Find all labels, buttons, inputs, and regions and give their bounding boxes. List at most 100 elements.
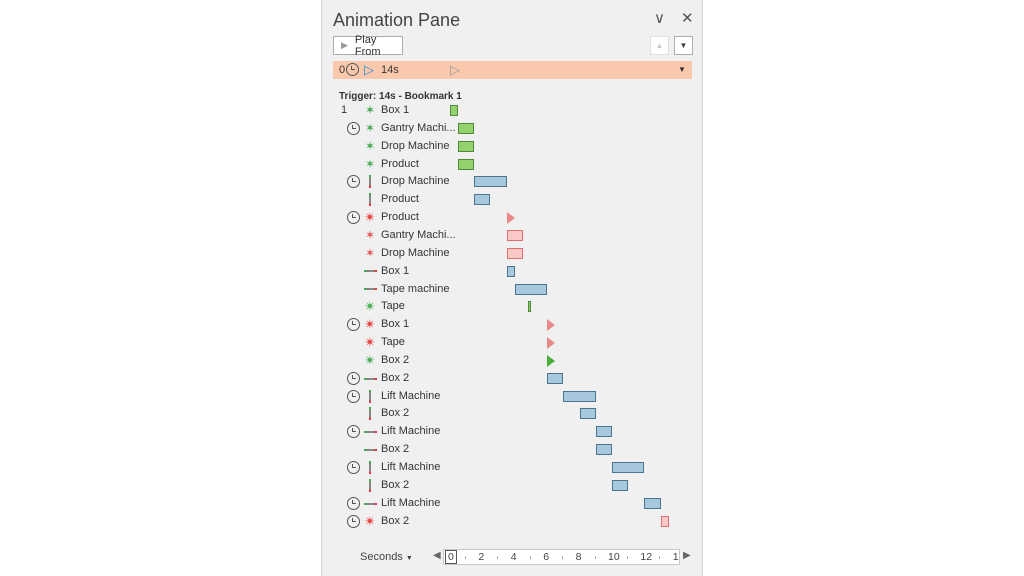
timing-bar[interactable]: [595, 444, 612, 456]
item-label: Box 1: [381, 104, 410, 116]
close-icon[interactable]: ✕: [681, 10, 694, 27]
move-up-button[interactable]: ▲: [650, 36, 669, 55]
units-label: Seconds: [360, 551, 403, 563]
animation-item[interactable]: Box 1: [322, 263, 704, 280]
animation-item[interactable]: Box 2: [322, 370, 704, 387]
timing-marker[interactable]: [547, 319, 556, 332]
timing-bar[interactable]: [595, 426, 612, 438]
timing-bar[interactable]: [547, 372, 564, 384]
timing-bar[interactable]: [474, 194, 491, 206]
item-label: Lift Machine: [381, 496, 441, 509]
entrance-star-icon: ✶: [364, 138, 376, 153]
animation-item[interactable]: Lift Machine: [322, 459, 704, 476]
animation-item[interactable]: ✶ Drop Machine: [322, 138, 704, 155]
ruler-tick-label: 1: [672, 551, 679, 563]
timing-bar[interactable]: [506, 265, 515, 277]
timing-bar[interactable]: [474, 176, 507, 188]
timing-bar[interactable]: [458, 122, 475, 134]
timing-bar[interactable]: [612, 479, 629, 491]
motion-path-horizontal-icon: [363, 370, 377, 387]
trigger-heading: Trigger: 14s - Bookmark 1: [339, 91, 462, 102]
timing-bar[interactable]: [527, 301, 531, 313]
animation-item[interactable]: ✶ Product: [322, 156, 704, 173]
timing-bar[interactable]: [458, 158, 475, 170]
ruler-tick-label: 0: [445, 550, 457, 564]
ruler-minor-tick: [465, 556, 466, 559]
seconds-dropdown[interactable]: Seconds ▼: [360, 551, 413, 563]
item-label: Box 2: [381, 353, 410, 366]
clock-icon: [347, 389, 360, 403]
ruler-tick-label: 12: [640, 551, 653, 563]
animation-item[interactable]: ✶ Gantry Machi...: [322, 120, 704, 137]
clock-icon: [346, 63, 359, 76]
motion-path-vertical-icon: [363, 388, 377, 405]
timing-bar[interactable]: [450, 105, 459, 116]
item-label: Tape: [381, 336, 405, 349]
item-label: Product: [381, 157, 419, 170]
motion-path-vertical-icon: [363, 477, 377, 494]
motion-path-vertical-icon: [363, 459, 377, 476]
scroll-right-icon[interactable]: ▶: [683, 550, 691, 561]
animation-item[interactable]: ✴ Box 2: [322, 352, 704, 369]
timing-bar[interactable]: [579, 408, 596, 420]
timing-bar[interactable]: [563, 390, 596, 402]
animation-item[interactable]: ✴ Tape: [322, 298, 704, 315]
animation-item[interactable]: Box 2: [322, 441, 704, 458]
play-icon: ▶: [341, 40, 348, 50]
clock-icon: [347, 318, 360, 332]
timing-marker[interactable]: [547, 337, 556, 350]
timing-bar[interactable]: [660, 515, 669, 527]
ruler-tick-label: 6: [543, 551, 550, 563]
animation-item[interactable]: Lift Machine: [322, 388, 704, 405]
timeline-footer: Seconds ▼ ◀ 0 2 4 6 8 10 12 1 ▶: [322, 548, 704, 566]
clock-icon: [347, 514, 360, 528]
selected-animation-row[interactable]: 0 ▷ 14s ▷ ▼: [333, 61, 692, 79]
timing-bar[interactable]: [514, 283, 548, 295]
ruler-minor-tick: [594, 556, 596, 559]
motion-path-horizontal-icon: [363, 423, 377, 440]
motion-path-vertical-icon: [363, 191, 377, 208]
timing-bar[interactable]: [506, 247, 523, 259]
chevron-down-icon[interactable]: ∨: [654, 10, 665, 27]
timing-bar[interactable]: [506, 229, 523, 241]
animation-item[interactable]: ✶ Gantry Machi...: [322, 227, 704, 244]
dropdown-icon[interactable]: ▼: [678, 65, 686, 74]
timing-bar[interactable]: [644, 497, 661, 509]
ruler-minor-tick: [627, 556, 628, 559]
ruler-minor-tick: [497, 556, 499, 559]
animation-item[interactable]: Lift Machine: [322, 423, 704, 440]
animation-item[interactable]: Box 2: [322, 405, 704, 422]
item-label: Tape machine: [381, 282, 450, 295]
ruler-minor-tick: [529, 556, 531, 559]
animation-item[interactable]: Product: [322, 191, 704, 208]
animation-item[interactable]: Lift Machine: [322, 495, 704, 512]
timing-bar[interactable]: [458, 140, 475, 152]
emphasis-burst-icon: ✴: [364, 209, 376, 226]
item-label: Box 2: [381, 371, 410, 384]
item-label: Box 2: [381, 443, 410, 456]
animation-pane: Animation Pane ∨ ✕ ▶ Play From ▲ ▼ 0 ▷ 14…: [321, 0, 703, 576]
timing-bar[interactable]: [612, 462, 645, 473]
move-down-button[interactable]: ▼: [674, 36, 693, 55]
item-label: Drop Machine: [381, 246, 450, 259]
motion-path-vertical-icon: [363, 173, 377, 190]
animation-item[interactable]: ✴ Product: [322, 209, 704, 226]
item-label: Product: [381, 211, 419, 224]
emphasis-burst-icon: ✴: [364, 298, 376, 315]
timeline-ruler[interactable]: 0 2 4 6 8 10 12 1: [443, 549, 680, 565]
animation-item[interactable]: ✴ Box 1: [322, 316, 704, 333]
animation-item[interactable]: ✴ Tape: [322, 334, 704, 351]
play-from-button[interactable]: ▶ Play From: [333, 34, 403, 58]
timing-marker[interactable]: [547, 354, 556, 367]
animation-item[interactable]: ✴ Box 2: [322, 513, 704, 530]
timing-marker[interactable]: [506, 212, 515, 225]
animation-item[interactable]: 1 ✶ Box 1: [322, 102, 704, 119]
entrance-star-icon: ✶: [364, 120, 376, 135]
animation-item[interactable]: ✶ Drop Machine: [322, 245, 704, 262]
ruler-tick-label: 10: [608, 551, 620, 563]
exit-star-icon: ✶: [364, 227, 376, 242]
scroll-left-icon[interactable]: ◀: [433, 550, 441, 561]
animation-item[interactable]: Box 2: [322, 477, 704, 494]
animation-item[interactable]: Drop Machine: [322, 173, 704, 190]
animation-item[interactable]: Tape machine: [322, 281, 704, 298]
